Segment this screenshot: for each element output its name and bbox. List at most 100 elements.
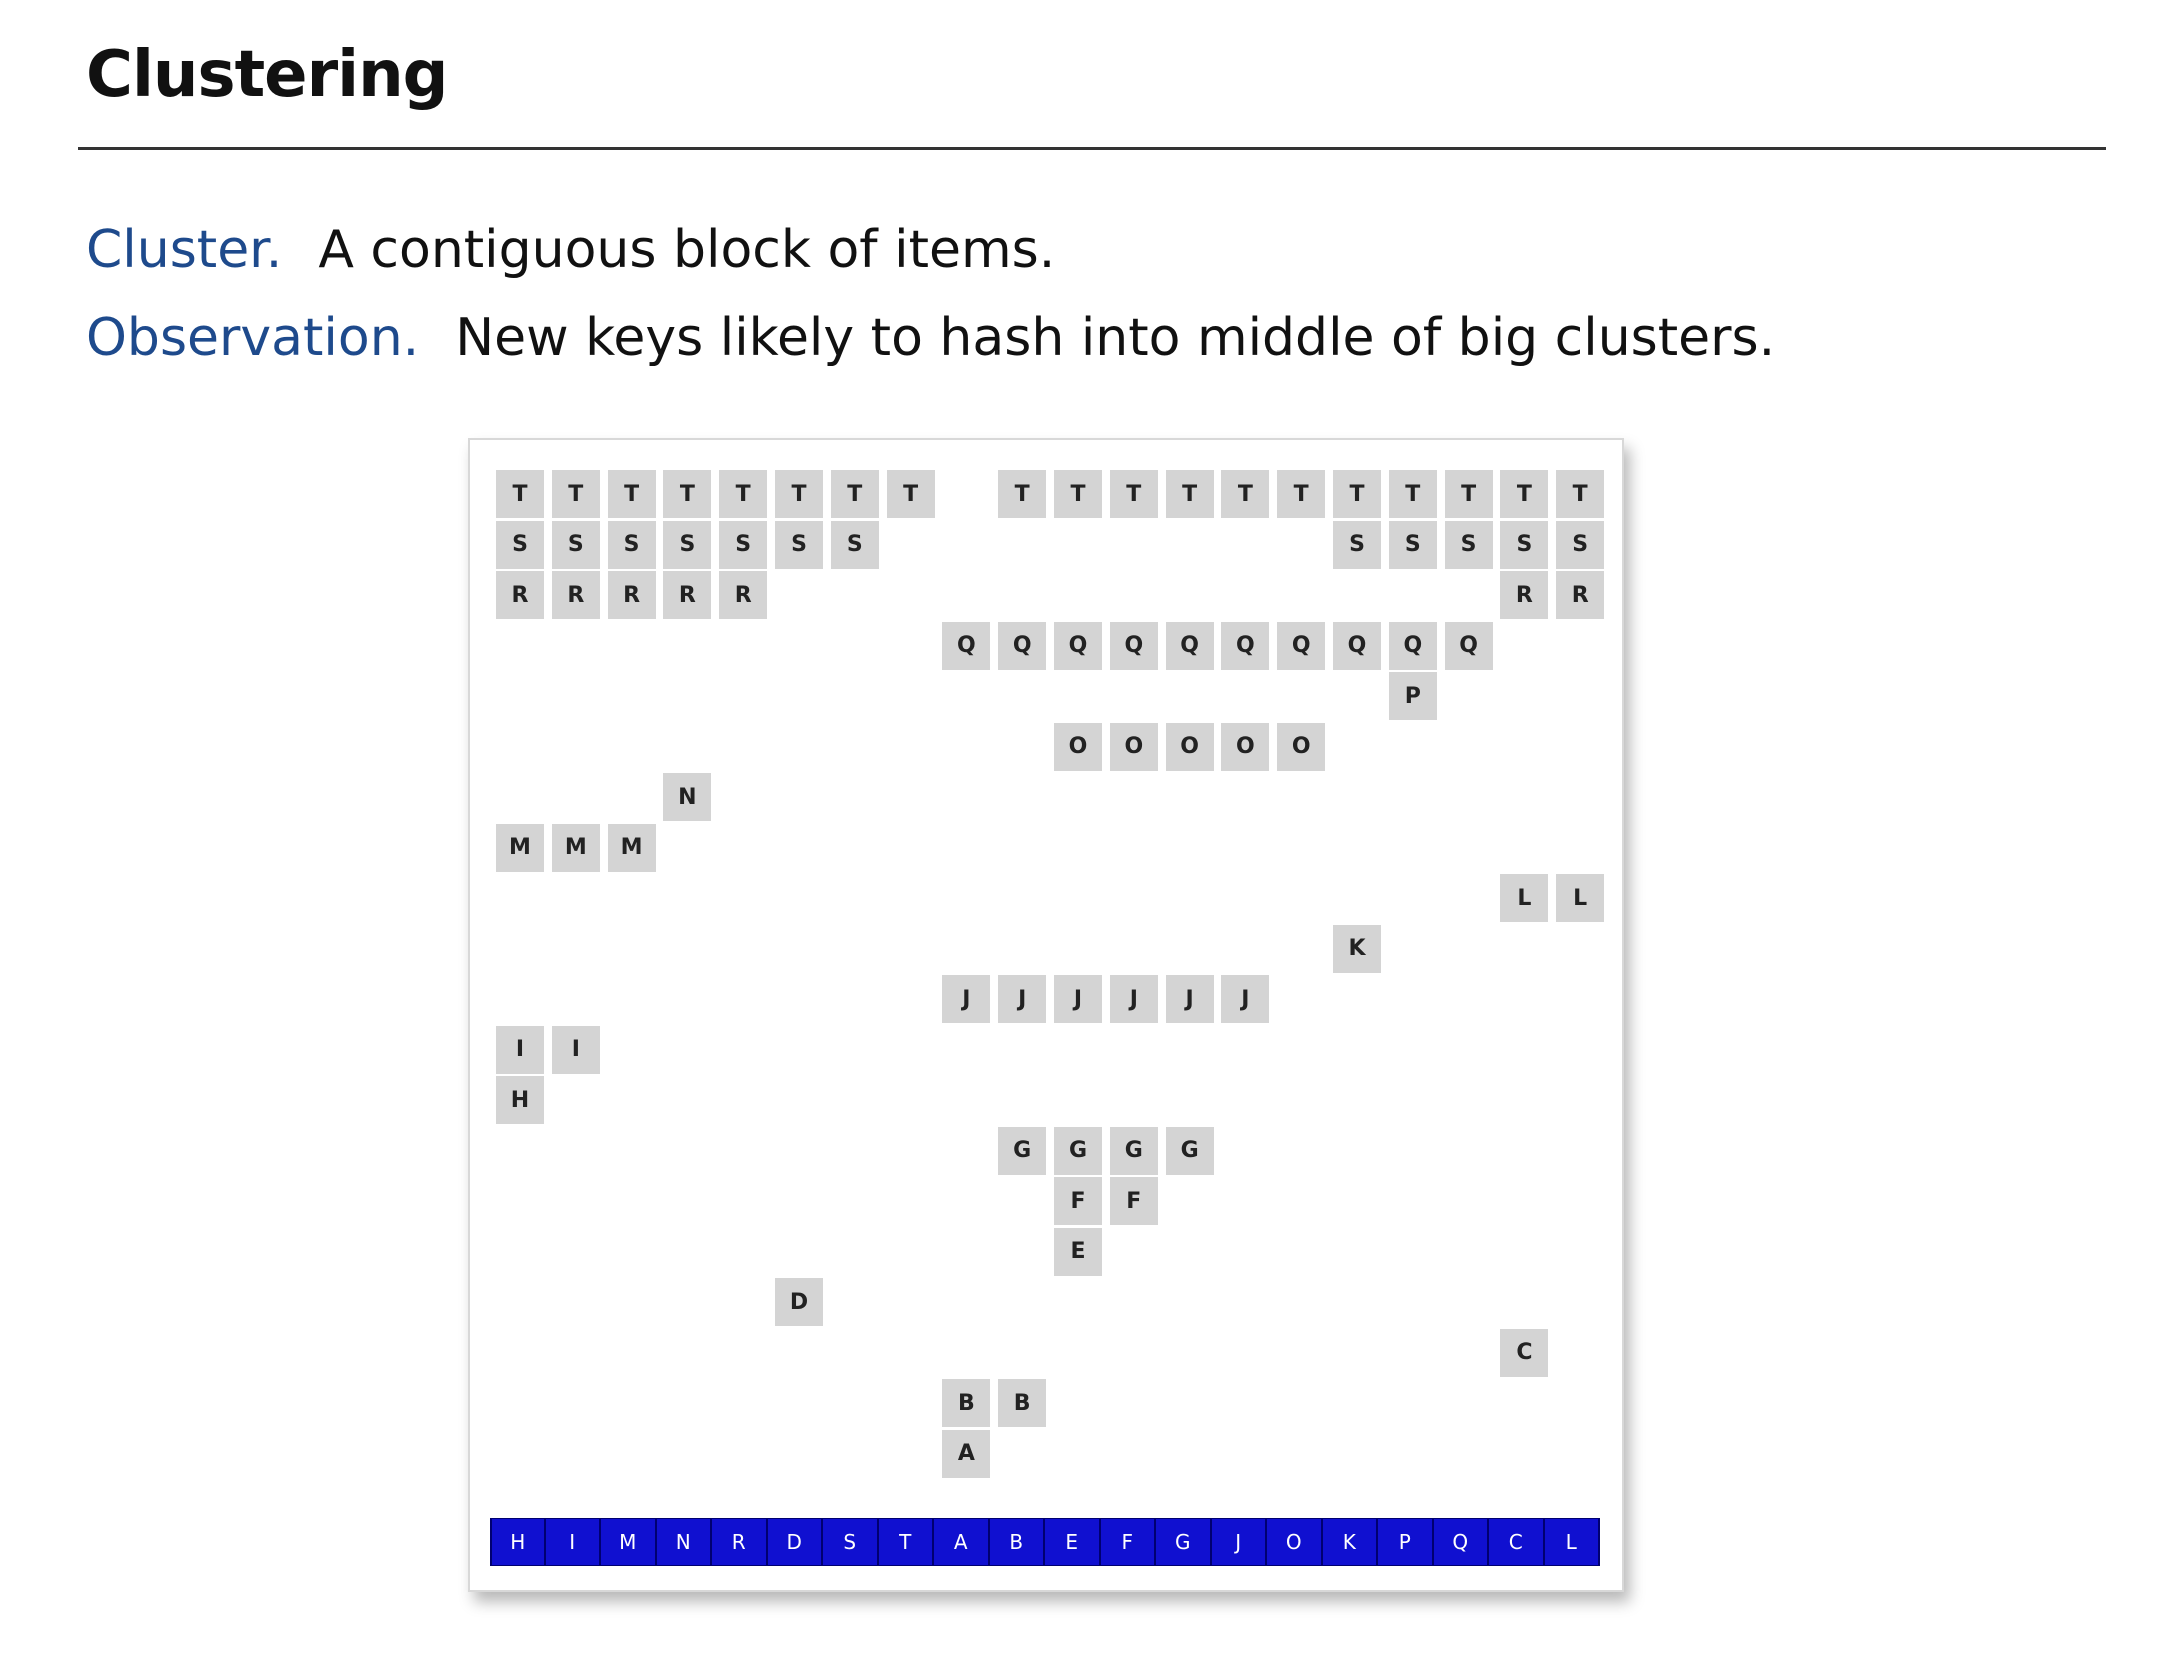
cell-o-10: O <box>1054 722 1102 771</box>
cell-s-6: S <box>830 520 879 569</box>
cell-j-13: J <box>1221 975 1270 1023</box>
term-cluster: Cluster. <box>86 220 283 280</box>
cell-q-11: Q <box>1109 621 1158 670</box>
cell-q-9: Q <box>998 621 1047 670</box>
cell-s-17: S <box>1444 520 1493 569</box>
cell-o-11: O <box>1109 722 1158 771</box>
cell-q-16: Q <box>1388 621 1437 670</box>
cell-m-0: M <box>496 823 544 872</box>
table-slot-6: S <box>823 1518 879 1566</box>
cell-t-12: T <box>1165 470 1214 518</box>
cell-j-12: J <box>1165 975 1214 1023</box>
definition-observation-text: New keys likely to hash into middle of b… <box>455 308 1776 368</box>
cell-t-7: T <box>886 470 935 518</box>
cell-e-10: E <box>1054 1227 1102 1276</box>
cell-s-1: S <box>551 520 600 569</box>
cell-q-12: Q <box>1165 621 1214 670</box>
table-slot-18: C <box>1489 1518 1545 1566</box>
cell-t-13: T <box>1221 470 1270 518</box>
cell-t-11: T <box>1109 470 1158 518</box>
table-slot-17: Q <box>1433 1518 1489 1566</box>
table-slot-11: F <box>1100 1518 1156 1566</box>
cell-t-6: T <box>830 470 879 518</box>
cell-f-11: F <box>1109 1177 1158 1225</box>
table-slot-9: B <box>989 1518 1045 1566</box>
cell-k-15: K <box>1333 924 1381 973</box>
definition-line-observation: Observation. New keys likely to hash into… <box>86 308 1775 368</box>
table-slot-16: P <box>1378 1518 1434 1566</box>
cell-q-17: Q <box>1444 621 1493 670</box>
cell-t-2: T <box>607 470 656 518</box>
cell-o-12: O <box>1165 722 1214 771</box>
cell-t-9: T <box>998 470 1047 518</box>
cell-t-15: T <box>1333 470 1381 518</box>
cell-t-17: T <box>1444 470 1493 518</box>
cell-a-8: A <box>942 1429 991 1478</box>
cell-s-19: S <box>1556 520 1605 569</box>
cell-b-9: B <box>998 1379 1047 1427</box>
cell-h-0: H <box>496 1076 544 1124</box>
cell-q-10: Q <box>1054 621 1102 670</box>
table-slot-2: M <box>601 1518 657 1566</box>
cell-q-15: Q <box>1333 621 1381 670</box>
cell-s-15: S <box>1333 520 1381 569</box>
table-slot-19: L <box>1544 1518 1600 1566</box>
cell-r-4: R <box>719 571 768 619</box>
cell-o-13: O <box>1221 722 1270 771</box>
cell-i-1: I <box>551 1025 600 1074</box>
table-slot-1: I <box>545 1518 601 1566</box>
cell-t-0: T <box>496 470 544 518</box>
cell-r-3: R <box>663 571 712 619</box>
cell-r-2: R <box>607 571 656 619</box>
cell-t-1: T <box>551 470 600 518</box>
cell-m-2: M <box>607 823 656 872</box>
cell-g-9: G <box>998 1126 1047 1175</box>
cell-t-18: T <box>1500 470 1549 518</box>
cell-q-8: Q <box>942 621 991 670</box>
cell-s-0: S <box>496 520 544 569</box>
table-slot-7: T <box>878 1518 934 1566</box>
cell-j-8: J <box>942 975 991 1023</box>
term-observation: Observation. <box>86 308 420 368</box>
table-slot-3: N <box>656 1518 712 1566</box>
slide-title: Clustering <box>86 38 448 112</box>
cell-s-18: S <box>1500 520 1549 569</box>
table-slot-12: G <box>1156 1518 1212 1566</box>
table-slot-13: J <box>1211 1518 1267 1566</box>
cell-q-13: Q <box>1221 621 1270 670</box>
cell-s-3: S <box>663 520 712 569</box>
cell-r-18: R <box>1500 571 1549 619</box>
table-slot-0: H <box>490 1518 546 1566</box>
cell-l-19: L <box>1556 874 1605 922</box>
cell-g-11: G <box>1109 1126 1158 1175</box>
cell-t-4: T <box>719 470 768 518</box>
cell-j-9: J <box>998 975 1047 1023</box>
cell-s-5: S <box>775 520 823 569</box>
cell-q-14: Q <box>1277 621 1326 670</box>
cell-g-10: G <box>1054 1126 1102 1175</box>
table-slot-15: K <box>1322 1518 1378 1566</box>
cell-l-18: L <box>1500 874 1549 922</box>
cell-r-1: R <box>551 571 600 619</box>
cell-j-11: J <box>1109 975 1158 1023</box>
table-slot-5: D <box>767 1518 823 1566</box>
table-slot-8: A <box>934 1518 990 1566</box>
cell-b-8: B <box>942 1379 991 1427</box>
definition-line-cluster: Cluster. A contiguous block of items. <box>86 220 1055 280</box>
cell-t-3: T <box>663 470 712 518</box>
cell-t-14: T <box>1277 470 1326 518</box>
table-slot-10: E <box>1045 1518 1101 1566</box>
cell-r-0: R <box>496 571 544 619</box>
cell-m-1: M <box>551 823 600 872</box>
cell-t-16: T <box>1388 470 1437 518</box>
cell-n-3: N <box>663 773 712 821</box>
cell-d-5: D <box>775 1278 823 1326</box>
cell-p-16: P <box>1388 672 1437 720</box>
cell-s-4: S <box>719 520 768 569</box>
cell-o-14: O <box>1277 722 1326 771</box>
title-divider <box>78 147 2106 150</box>
table-slot-14: O <box>1267 1518 1323 1566</box>
